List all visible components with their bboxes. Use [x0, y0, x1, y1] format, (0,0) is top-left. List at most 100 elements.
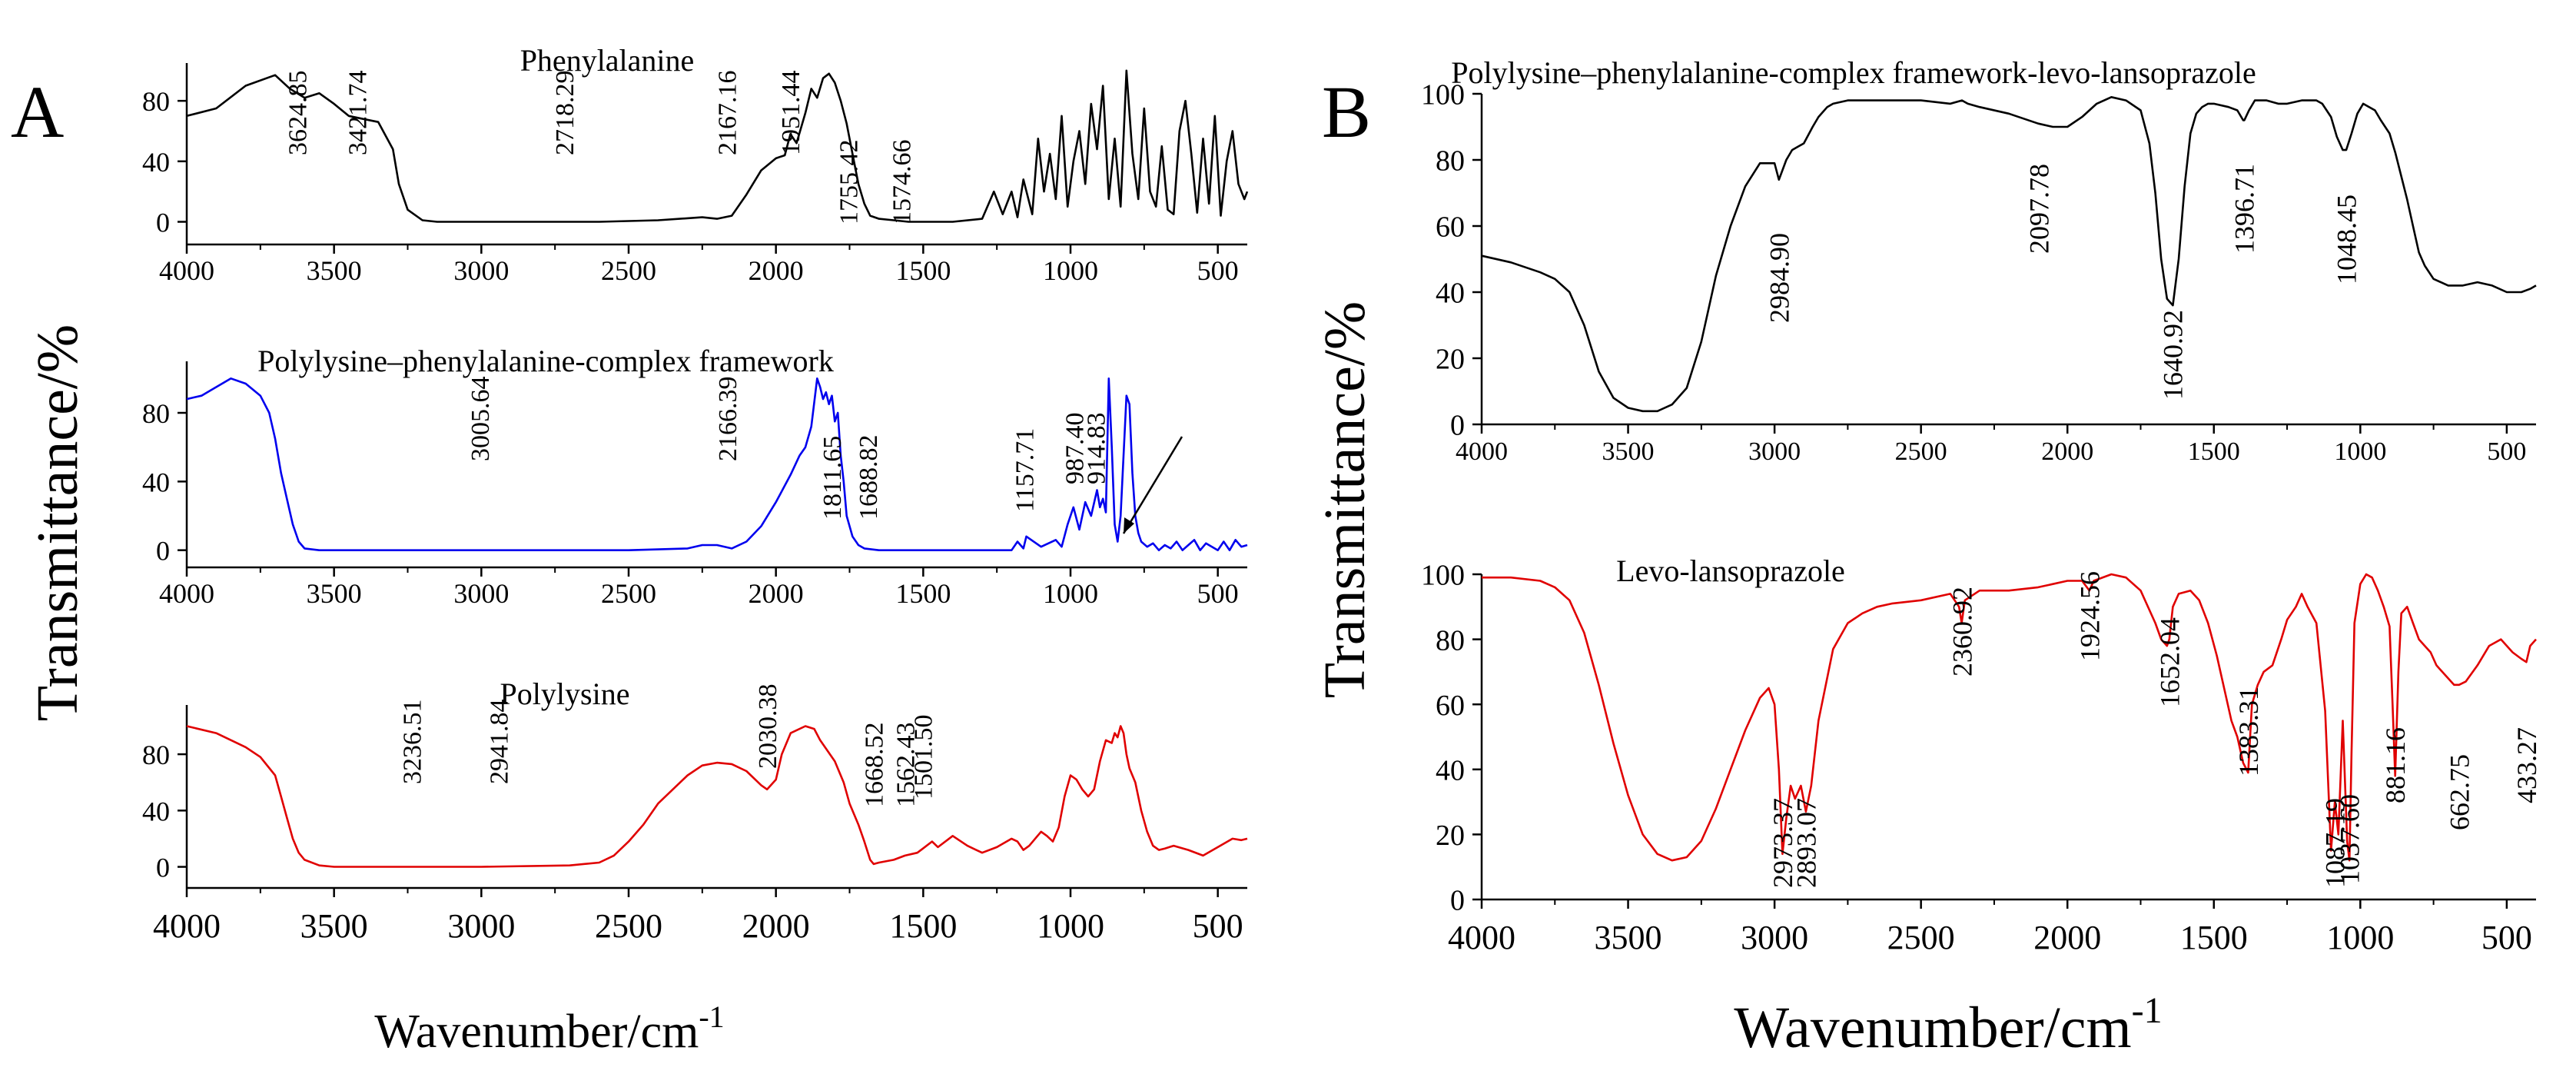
y-tick-label: 0	[156, 536, 170, 567]
peak-label: 1396.71	[2229, 164, 2260, 254]
y-tick-label: 100	[1421, 560, 1465, 592]
peak-label: 1755.42	[835, 140, 863, 225]
y-tick-label: 100	[1421, 79, 1465, 111]
x-tick-label: 2000	[2033, 919, 2101, 956]
plot-phenylalanine: 4000 3500 3000 2500 2000 1500 1000 500 0 40 80 Phen…	[142, 43, 1249, 286]
panel-label-a: A	[11, 71, 64, 153]
peak-label: 2941.84	[486, 700, 514, 785]
x-tick-label: 1000	[2326, 919, 2394, 956]
y-tick-label: 0	[1450, 410, 1465, 442]
peak-label: 1688.82	[855, 435, 883, 520]
x-axis-label-b: Wavenumber/cm-1	[1734, 990, 2162, 1060]
peak-label: 881.16	[2380, 727, 2411, 803]
peak-label: 433.27	[2511, 727, 2542, 803]
peak-label: 2167.16	[714, 71, 742, 156]
peak-label: 2973.37	[1768, 798, 1798, 888]
x-tick-label: 4000	[153, 907, 221, 945]
x-tick-label: 3500	[307, 255, 362, 286]
x-tick-label: 1500	[895, 255, 951, 286]
peak-label: 987.40	[1061, 413, 1090, 485]
x-tick-label: 500	[2481, 919, 2532, 956]
panel-label-b: B	[1322, 71, 1371, 153]
x-tick-label: 1500	[895, 578, 951, 609]
y-tick-label: 40	[1436, 754, 1465, 786]
y-tick-label: 20	[1436, 820, 1465, 852]
plot-complex-framework: 4000 3500 3000 2500 2000 1500 1000 500 0 40 80 Poly…	[142, 344, 1248, 609]
x-tick-label: 2000	[742, 907, 810, 945]
x-tick-label: 2000	[749, 255, 804, 286]
peak-label: 1652.04	[2154, 617, 2185, 707]
y-tick-label: 80	[1436, 624, 1465, 657]
y-tick-label: 80	[142, 86, 170, 117]
spectrum-line	[1482, 573, 2537, 862]
y-tick-label: 40	[1436, 278, 1465, 310]
x-tick-label: 2500	[1887, 919, 1955, 956]
peak-label: 2984.90	[1764, 233, 1795, 323]
y-axis-label-b: Transmittance/%	[1313, 301, 1377, 698]
y-tick-label: 60	[1436, 211, 1465, 244]
y-tick-label: 0	[1450, 885, 1465, 917]
peak-label: 1037.60	[2335, 794, 2365, 884]
y-tick-label: 20	[1436, 344, 1465, 376]
x-tick-label: 500	[1197, 255, 1239, 286]
peak-label: 1951.44	[777, 71, 805, 156]
x-tick-label: 1500	[2180, 919, 2248, 956]
x-tick-label: 1000	[2334, 437, 2386, 466]
y-axis-label-a: Transmittance/%	[25, 324, 90, 721]
y-tick-label: 80	[142, 740, 170, 770]
plot-polylysine: 4000 3500 3000 2500 2000 1500 1000 500 0 40 80 Poly…	[142, 677, 1248, 945]
x-tick-label: 1000	[1037, 907, 1104, 945]
x-tick-label: 2000	[2041, 437, 2093, 466]
x-tick-label: 1000	[1043, 578, 1098, 609]
x-tick-label: 3000	[453, 255, 509, 286]
x-tick-label: 500	[1193, 907, 1243, 945]
y-tick-label: 40	[142, 147, 170, 178]
peak-label: 3005.64	[466, 377, 495, 462]
peak-label: 1640.92	[2158, 310, 2189, 400]
x-tick-label: 500	[1197, 578, 1239, 609]
peak-label: 1501.50	[910, 715, 938, 800]
peak-label: 1574.66	[888, 140, 917, 225]
peak-label: 2893.07	[1791, 798, 1822, 888]
peak-label: 2166.39	[714, 377, 742, 462]
y-tick-label: 80	[142, 398, 170, 429]
x-tick-label: 3500	[1602, 437, 1655, 466]
peak-label: 1383.31	[2233, 687, 2264, 776]
peak-label: 1562.43	[891, 723, 920, 808]
x-tick-label: 3500	[307, 578, 362, 609]
x-axis-label-b-sup: -1	[2132, 990, 2163, 1031]
x-tick-label: 500	[2487, 437, 2526, 466]
x-tick-label: 4000	[159, 578, 214, 609]
arrow-914-83-head	[1124, 517, 1134, 534]
x-tick-label: 3000	[453, 578, 509, 609]
chart-title: Polylysine–phenylalanine-complex framewo…	[257, 344, 834, 378]
x-axis-label-a-sup: -1	[699, 999, 724, 1034]
peak-label: 1087.19	[2320, 798, 2351, 888]
chart-title: Phenylalanine	[520, 43, 695, 78]
peak-label: 1811.65	[818, 436, 847, 520]
x-tick-label: 2500	[601, 578, 656, 609]
peak-label: 2718.29	[551, 71, 579, 156]
y-tick-label: 0	[156, 207, 170, 238]
peak-label: 2360.92	[1947, 587, 1977, 677]
peak-label: 662.75	[2445, 754, 2475, 830]
x-tick-label: 1500	[889, 907, 957, 945]
peak-label: 3624.85	[284, 71, 313, 156]
plot-framework-levo-lansoprazole: 4000 3500 3000 2500 2000 1500 1000 500 0 20 40 60 80…	[1421, 55, 2537, 466]
x-tick-label: 4000	[159, 255, 214, 286]
y-tick-label: 40	[142, 467, 170, 497]
y-tick-label: 60	[1436, 690, 1465, 722]
peak-label: 2030.38	[754, 684, 782, 770]
arrow-914-83	[1122, 436, 1183, 534]
peak-label: 3236.51	[399, 700, 427, 785]
peak-label: 914.83	[1083, 413, 1111, 485]
peak-label: 3421.74	[344, 71, 373, 156]
plot-levo-lansoprazole: 4000 3500 3000 2500 2000 1500 1000 500 0 20 40 60 80…	[1421, 554, 2542, 956]
peak-label: 1157.71	[1011, 428, 1039, 512]
x-axis-label-a-text: Wavenumber/cm	[374, 1006, 699, 1058]
x-tick-label: 3000	[1748, 437, 1801, 466]
peak-label: 1048.45	[2332, 195, 2362, 284]
x-tick-label: 1000	[1043, 255, 1098, 286]
peak-label: 1924.56	[2075, 571, 2106, 661]
